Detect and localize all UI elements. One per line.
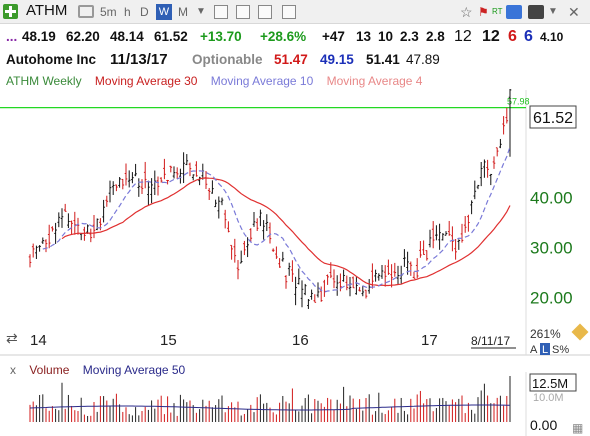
volume-tick-top: 12.5M bbox=[532, 376, 568, 391]
last-price-box bbox=[529, 105, 577, 129]
legend-ma10[interactable]: Moving Average 10 bbox=[210, 74, 314, 88]
volume-close-icon[interactable]: x bbox=[10, 363, 16, 377]
y-tick-20: 20.00 bbox=[530, 289, 573, 308]
x-tick-17: 17 bbox=[421, 332, 438, 349]
interval-5m[interactable]: 5m bbox=[100, 5, 117, 19]
optionable-label: Optionable bbox=[192, 52, 263, 67]
scale-l-button-bg bbox=[540, 343, 550, 355]
quote-open: 48.19 bbox=[22, 29, 56, 44]
quote-r5: 4.10 bbox=[540, 30, 564, 44]
close-icon[interactable]: ✕ bbox=[568, 4, 580, 20]
note-icon[interactable] bbox=[282, 5, 296, 19]
tr-icon[interactable] bbox=[528, 5, 544, 19]
scale-a-button[interactable]: A bbox=[530, 344, 538, 356]
quote-high: 62.20 bbox=[66, 29, 100, 44]
horizontal-line-label: 57.98 bbox=[507, 97, 530, 107]
x-tick-15: 15 bbox=[160, 332, 177, 349]
legend-vol-ma50[interactable]: Moving Average 50 bbox=[82, 363, 186, 377]
symbol-field[interactable]: ATHM bbox=[26, 2, 68, 19]
ma30-line bbox=[61, 177, 511, 287]
x-tick-14: 14 bbox=[30, 332, 47, 349]
flag-icon[interactable]: ⚑ bbox=[478, 5, 489, 19]
interval-m[interactable]: M bbox=[178, 5, 188, 19]
pencil-icon[interactable] bbox=[571, 323, 589, 341]
quote-r4: 6 bbox=[524, 28, 533, 45]
quote-f3: 10 bbox=[378, 29, 394, 44]
volume-ma50-line bbox=[29, 404, 510, 411]
x-tick-16: 16 bbox=[292, 332, 309, 349]
quote-r2: 12 bbox=[482, 28, 500, 45]
legend-volume[interactable]: Volume bbox=[29, 363, 70, 377]
candles-group bbox=[28, 88, 512, 309]
interval-h[interactable]: h bbox=[124, 5, 131, 19]
quote-r1: 12 bbox=[454, 28, 472, 45]
chart-legend: ATHM Weekly Moving Average 30 Moving Ave… bbox=[6, 74, 432, 88]
volume-tick-mid: 10.0M bbox=[533, 392, 564, 404]
refresh-icon[interactable]: ⇄ bbox=[6, 330, 18, 346]
quote-low: 48.14 bbox=[110, 29, 144, 44]
volume-bars-group bbox=[29, 376, 511, 422]
scale-pct-button[interactable]: S% bbox=[552, 344, 569, 356]
print-icon[interactable] bbox=[78, 5, 94, 18]
volume-legend: x Volume Moving Average 50 bbox=[10, 363, 195, 377]
rt-icon[interactable]: RT bbox=[492, 7, 503, 16]
legend-symbol[interactable]: ATHM Weekly bbox=[6, 74, 82, 88]
info-bar: Autohome Inc 11/13/17 Optionable 51.47 4… bbox=[0, 49, 590, 71]
quote-change-pct: +28.6% bbox=[260, 29, 307, 44]
ma30-value: 51.47 bbox=[274, 52, 308, 67]
quote-f2: 13 bbox=[356, 29, 372, 44]
quote-date: 11/13/17 bbox=[110, 51, 168, 68]
interval-d[interactable]: D bbox=[140, 5, 149, 19]
ma10-line bbox=[42, 146, 511, 293]
toolbar: ATHM 5m h D W M ▼ ☆ ⚑ RT ▼ ✕ bbox=[0, 0, 590, 24]
ma4-value: 51.41 bbox=[366, 52, 400, 67]
extra-value: 47.89 bbox=[406, 52, 440, 67]
y-tick-40: 40.00 bbox=[530, 189, 573, 208]
y-tick-30: 30.00 bbox=[530, 239, 573, 258]
pct-change-label: 261% bbox=[530, 327, 561, 341]
interval-w-active[interactable]: W bbox=[156, 4, 172, 20]
add-symbol-icon[interactable] bbox=[3, 4, 18, 19]
chevron-down-icon[interactable]: ▼ bbox=[548, 6, 558, 17]
chart-icon[interactable] bbox=[258, 5, 272, 19]
quote-bar: ... 48.19 62.20 48.14 61.52 +13.70 +28.6… bbox=[0, 25, 590, 49]
quote-prefix: ... bbox=[6, 29, 18, 44]
grid-icon[interactable] bbox=[214, 5, 228, 19]
volume-tick-zero: 0.00 bbox=[530, 417, 557, 433]
quote-f4: 2.3 bbox=[400, 29, 419, 44]
quote-f5: 2.8 bbox=[426, 29, 445, 44]
star-icon[interactable]: ☆ bbox=[460, 4, 473, 20]
volume-last-box bbox=[529, 373, 577, 392]
ma10-value: 49.15 bbox=[320, 52, 354, 67]
chevron-down-icon[interactable]: ▼ bbox=[196, 6, 206, 17]
legend-ma30[interactable]: Moving Average 30 bbox=[94, 74, 198, 88]
scale-l-button[interactable]: L bbox=[542, 344, 548, 356]
company-name: Autohome Inc bbox=[6, 52, 96, 67]
lock-icon[interactable]: ▦ bbox=[572, 421, 583, 435]
last-price-label: 61.52 bbox=[533, 110, 573, 127]
quote-r3: 6 bbox=[508, 28, 517, 45]
s-icon[interactable] bbox=[506, 5, 522, 19]
quote-close: 61.52 bbox=[154, 29, 188, 44]
quote-f1: +47 bbox=[322, 29, 345, 44]
settings-icon[interactable] bbox=[236, 5, 250, 19]
legend-ma4[interactable]: Moving Average 4 bbox=[326, 74, 423, 88]
x-end-label: 8/11/17 bbox=[471, 334, 510, 348]
quote-change: +13.70 bbox=[200, 29, 242, 44]
